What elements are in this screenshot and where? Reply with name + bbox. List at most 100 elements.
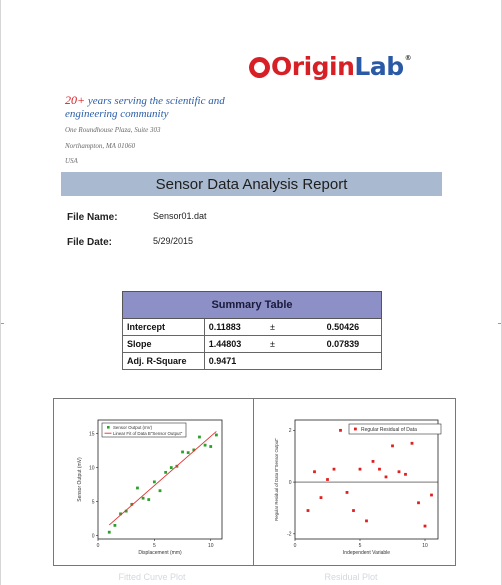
data-point [378,467,381,471]
x-tick-label: 0 [294,543,297,549]
data-point [141,496,145,500]
y-tick-label: 0 [289,480,292,486]
y-tick-label: 0 [92,533,95,539]
data-point [345,491,349,494]
tagline-years: 20+ [65,93,86,107]
legend-box [101,422,187,438]
tagline-text: years serving the scientific and enginee… [65,95,225,120]
data-point [358,467,362,471]
summary-table-title: Summary Table [122,291,382,319]
file-date-value: 5/29/2015 [153,236,194,246]
data-point [352,509,355,512]
file-name-label: File Name: [67,212,118,223]
data-point [332,467,336,471]
data-point [124,509,128,513]
data-point [423,524,427,528]
data-point [391,444,394,448]
data-point [371,459,375,463]
legend-marker-scatter [107,426,110,429]
plot-axes-frame [294,419,439,540]
row-error: 0.07839 [322,335,382,353]
fitted-curve-caption: Fitted Curve Plot [118,572,186,582]
origin-o-icon [249,57,270,78]
data-point [313,470,316,474]
address-line-2: Northampton, MA 01060 [65,142,136,150]
x-tick-label: 10 [208,543,214,549]
x-axis-label: Displacement (mm) [138,550,182,556]
file-name-value: Sensor01.dat [153,211,207,221]
plus-minus [268,352,323,370]
data-point [192,448,196,452]
x-tick-label: 5 [359,543,362,549]
summary-table: Summary Table Intercept 0.11883 ± 0.5042… [122,291,382,370]
row-value: 0.11883 [203,318,268,336]
company-tagline: 20+ years serving the scientific and eng… [65,94,235,121]
data-point [107,530,111,534]
data-point [186,451,190,455]
y-tick-label: 15 [89,431,95,437]
address-line-3: USA [65,157,78,165]
report-title: Sensor Data Analysis Report [61,172,442,196]
file-date-label: File Date: [67,237,113,248]
row-label: Intercept [122,318,205,336]
data-point [319,496,323,500]
y-axis-label: Sensor Output (mV) [77,457,83,502]
y-axis-label: Regular Residual of Data B"Sensor Output… [274,438,279,521]
x-tick-label: 5 [153,543,156,549]
data-point [397,470,401,474]
plot-axes-frame [97,419,223,540]
legend-label-scatter: Sensor Output (mV) [113,425,153,430]
residual-caption: Residual Plot [324,572,378,582]
data-point [136,486,139,490]
legend-box [348,423,442,435]
fitted-curve-plot: 0 5 10 0 5 10 15 Displacement (mm) Sensor Output… [77,419,223,556]
data-point [410,441,414,445]
data-point [119,512,122,516]
table-row: Adj. R-Square 0.9471 [122,352,382,370]
data-point [404,472,407,476]
logo-lab-text: Lab [354,52,404,81]
plot-divider [253,399,254,565]
page-edge-mark-right [498,323,501,324]
x-tick-label: 0 [97,543,100,549]
plus-minus: ± [268,335,323,353]
data-point [152,480,156,484]
table-row: Intercept 0.11883 ± 0.50426 [122,318,382,336]
data-point [417,501,420,505]
data-point [203,443,207,447]
row-value: 1.44803 [203,335,268,353]
plus-minus: ± [268,318,323,336]
legend-label-residual: Regular Residual of Data [361,427,417,433]
address-line-1: One Roundhouse Plaza, Suite 303 [65,126,161,134]
data-point [169,466,173,469]
y-tick-label: -2 [287,532,292,538]
row-error: 0.50426 [322,318,382,336]
data-point [339,428,342,432]
data-point [326,478,329,481]
row-label: Slope [122,335,205,353]
row-value: 0.9471 [203,352,268,370]
row-error [322,352,382,370]
logo-origin-text: Origin [271,52,355,81]
y-tick-label: 2 [289,428,292,434]
data-point [384,475,388,479]
data-point [209,445,213,448]
x-tick-label: 10 [422,543,428,549]
data-point [147,498,151,501]
registered-mark: ® [404,53,412,62]
y-tick-label: 10 [89,465,95,471]
y-tick-label: 5 [92,499,95,505]
plots-frame: 0 5 10 0 5 10 15 Displacement (mm) Sensor Output… [53,398,456,566]
page-edge-mark-left [1,323,4,324]
originlab-logo: Origin Lab ® [249,52,412,82]
data-point [181,450,184,454]
data-point [198,435,201,439]
data-point [214,433,218,437]
data-point [365,519,368,523]
data-point [130,502,134,506]
data-point [306,509,310,512]
legend-marker-residual [354,427,357,431]
data-point [164,470,168,474]
